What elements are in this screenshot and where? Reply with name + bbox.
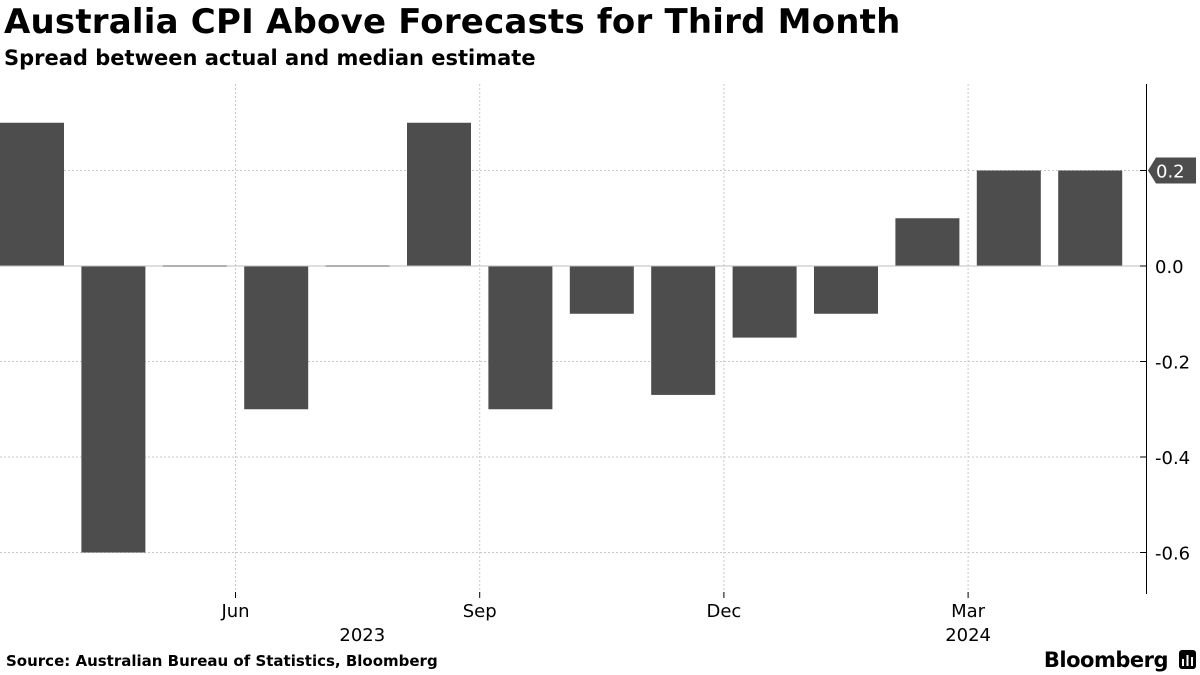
x-year-label: 2023 [339,625,385,646]
bloomberg-terminal-icon [1179,650,1196,669]
bar-oct-2023 [488,266,553,410]
bar-dec-2023 [651,266,716,395]
bar-mar-2024 [895,218,960,266]
x-tick-label: Jun [220,601,249,622]
bar-apr-2024 [976,170,1041,266]
y-tick-label: -0.4 [1155,448,1190,469]
last-value-tag [1148,157,1196,184]
bar-jul-2023 [244,266,309,410]
bar-jan-2024 [732,266,797,338]
x-tick-label: Sep [463,601,497,622]
bar-may-2024 [1058,170,1123,266]
x-tick-label: Dec [706,601,741,622]
chart-subtitle: Spread between actual and median estimat… [4,46,536,70]
x-tick-label: Mar [951,601,986,622]
source-note: Source: Australian Bureau of Statistics,… [6,652,438,670]
chart-title: Australia CPI Above Forecasts for Third … [4,2,901,42]
bar-apr-2023 [0,122,64,266]
bar-sep-2023 [407,122,471,266]
y-tick-label: -0.6 [1155,544,1190,565]
y-tick-label: -0.2 [1155,353,1190,374]
x-year-label: 2024 [945,625,991,646]
bar-nov-2023 [569,266,634,314]
y-tick-label: 0.0 [1155,257,1184,278]
bar-feb-2024 [814,266,878,314]
brand-wordmark: Bloomberg [1043,648,1169,672]
bar-may-2023 [81,266,146,553]
last-value-label: 0.2 [1156,162,1185,183]
